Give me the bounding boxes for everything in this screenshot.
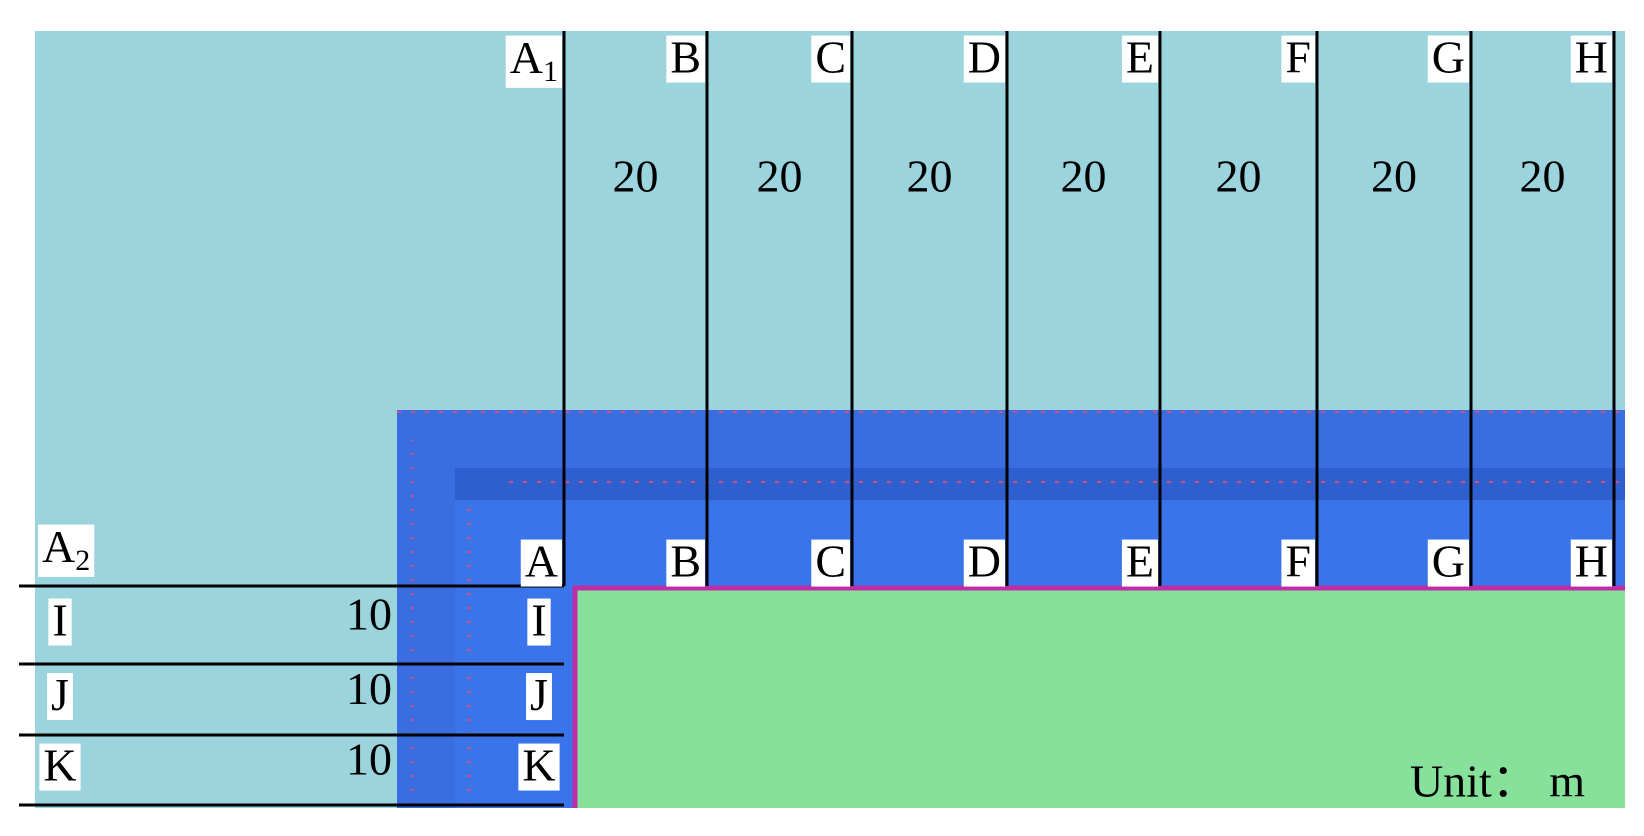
- label: J: [51, 669, 69, 720]
- label: 10: [346, 734, 392, 785]
- label: 20: [1520, 151, 1566, 202]
- label: A: [525, 536, 558, 587]
- label-box: [963, 539, 1005, 587]
- boundary: [572, 585, 1625, 808]
- grid-lines: [19, 31, 1616, 807]
- label-sub: 2: [75, 544, 90, 577]
- label-box: [1427, 35, 1469, 83]
- label: J: [530, 669, 548, 720]
- label: E: [1126, 536, 1154, 587]
- label-box: [1121, 539, 1158, 587]
- label-box: [520, 539, 562, 587]
- label-box: [1121, 35, 1158, 83]
- label: 20: [613, 151, 659, 202]
- label-box: [1570, 539, 1612, 587]
- label: 10: [346, 663, 392, 714]
- label: D: [968, 32, 1001, 83]
- label: I: [52, 595, 67, 646]
- label: A2: [42, 521, 90, 577]
- label: H: [1575, 32, 1608, 83]
- label-box: [811, 35, 850, 83]
- label: B: [670, 32, 701, 83]
- label: K: [522, 740, 555, 791]
- label-box: [666, 539, 705, 587]
- label: 10: [346, 589, 392, 640]
- label: 20: [1371, 151, 1417, 202]
- label-box: [1427, 539, 1469, 587]
- label: C: [815, 536, 846, 587]
- dotted-row: [500, 474, 1625, 486]
- dotted-row: [397, 410, 1625, 422]
- label: E: [1126, 32, 1154, 83]
- label-sub: 1: [543, 55, 558, 88]
- label-box: [505, 35, 562, 88]
- labels: A1 B C D E F G H20 20 20 20 20 20 20A B C D E F G HA2IJK1010…: [38, 32, 1612, 807]
- label-box: [527, 598, 551, 646]
- dotted-column: [402, 440, 414, 808]
- label: B: [670, 536, 701, 587]
- dotted-column: [460, 500, 472, 808]
- label: F: [1285, 32, 1311, 83]
- label-box: [1570, 35, 1612, 83]
- label-box: [48, 598, 72, 646]
- label: G: [1432, 32, 1465, 83]
- excavation: [575, 588, 1625, 808]
- label: 20: [1061, 151, 1107, 202]
- label-box: [963, 35, 1005, 83]
- label: A1: [510, 32, 558, 88]
- label-box: [811, 539, 850, 587]
- label-box: [666, 35, 705, 83]
- label: F: [1285, 536, 1311, 587]
- label: 20: [1216, 151, 1262, 202]
- label: Unit： m: [1410, 756, 1585, 807]
- label-main: A: [42, 521, 75, 572]
- label-box: [1281, 539, 1315, 587]
- label-box: [39, 743, 81, 791]
- label-box: [47, 673, 73, 721]
- label: 20: [757, 151, 803, 202]
- label-box: [526, 673, 552, 721]
- label-box: [38, 524, 95, 577]
- label-box: [518, 743, 560, 791]
- label: K: [43, 740, 76, 791]
- label: C: [815, 32, 846, 83]
- label-main: A: [510, 32, 543, 83]
- label: I: [531, 595, 546, 646]
- label: H: [1575, 536, 1608, 587]
- label-box: [1281, 35, 1315, 83]
- label: D: [968, 536, 1001, 587]
- label: 20: [907, 151, 953, 202]
- label: G: [1432, 536, 1465, 587]
